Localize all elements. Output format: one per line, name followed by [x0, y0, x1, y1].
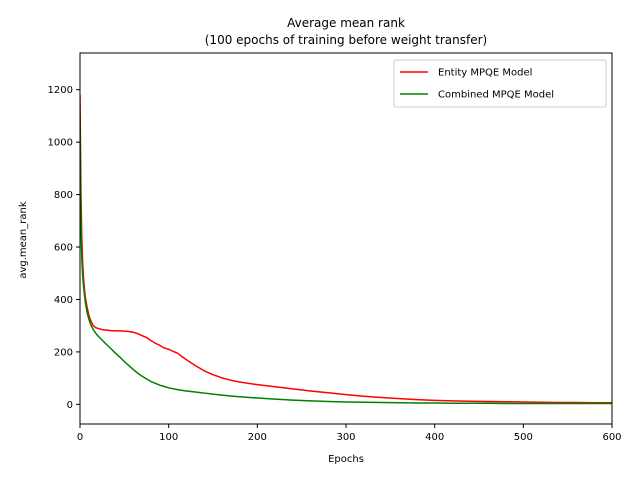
- series-line-1: [80, 94, 612, 404]
- y-tick-label: 200: [54, 347, 73, 358]
- plot-area: [80, 94, 612, 405]
- legend: Entity MPQE Model Combined MPQE Model: [393, 59, 607, 108]
- y-tick-label: 800: [54, 190, 73, 201]
- legend-entry-2: Combined MPQE Model: [438, 90, 554, 101]
- x-tick-label: 600: [602, 432, 621, 443]
- x-tick-label: 200: [248, 432, 267, 443]
- legend-entry-1: Entity MPQE Model: [438, 68, 532, 79]
- x-axis: 0 100 200 300 400 500 600: [77, 424, 622, 443]
- y-axis: 0 200 400 600 800 1000 1200: [48, 85, 80, 411]
- x-tick-label: 0: [77, 432, 83, 443]
- chart-title: Average mean rank: [287, 16, 405, 30]
- y-tick-label: 400: [54, 295, 73, 306]
- y-tick-label: 1200: [48, 85, 73, 96]
- chart-title-group: Average mean rank (100 epochs of trainin…: [205, 16, 487, 47]
- x-tick-label: 400: [425, 432, 444, 443]
- x-tick-label: 300: [336, 432, 355, 443]
- series-line-2: [80, 115, 612, 405]
- plot-frame: [79, 52, 613, 425]
- x-tick-label: 500: [514, 432, 533, 443]
- y-tick-label: 1000: [48, 138, 73, 149]
- y-axis-label: avg.mean_rank: [18, 201, 29, 279]
- legend-box: [393, 59, 607, 108]
- y-tick-label: 0: [67, 400, 73, 411]
- x-tick-label: 100: [159, 432, 178, 443]
- y-tick-label: 600: [54, 243, 73, 254]
- x-axis-label: Epochs: [328, 454, 364, 465]
- chart-subtitle: (100 epochs of training before weight tr…: [205, 33, 487, 47]
